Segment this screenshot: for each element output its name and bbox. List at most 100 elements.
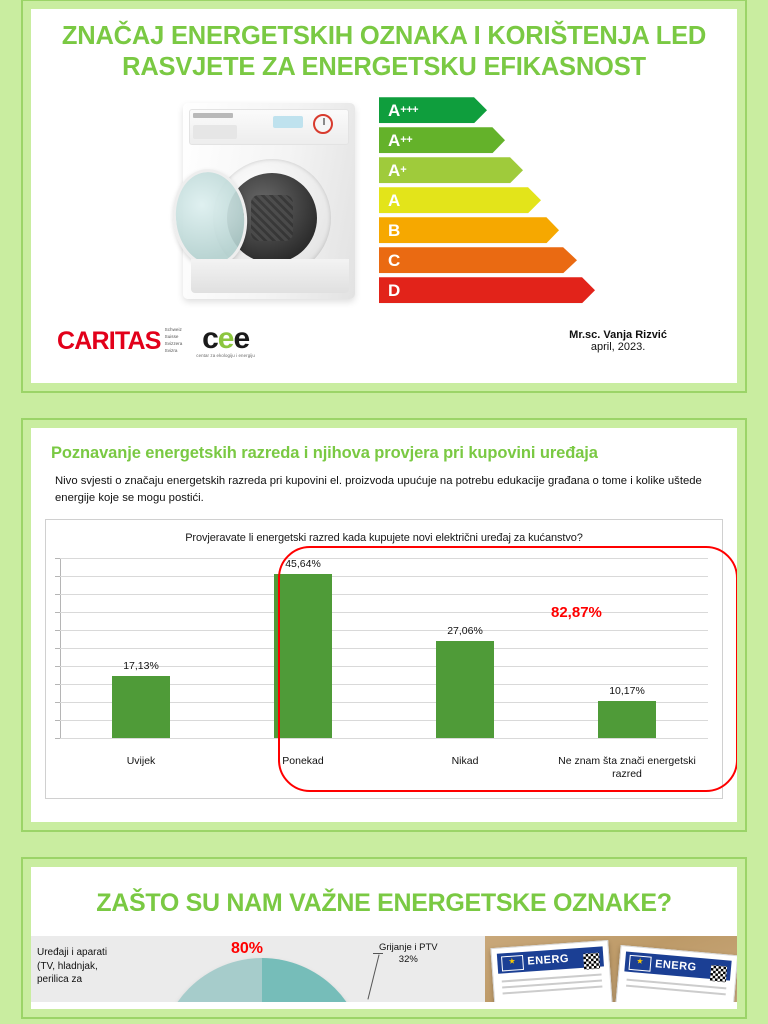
energy-class-arrow-d: D xyxy=(379,277,595,304)
cee-logo: cee centar za ekologiju i energiju xyxy=(196,321,255,358)
energy-class-arrow-a-plus: A + xyxy=(379,157,523,184)
slide-1-content: ZNAČAJ ENERGETSKIH OZNAKA I KORIŠTENJA L… xyxy=(31,9,737,383)
bar-uvijek xyxy=(112,676,170,738)
washing-machine-image xyxy=(161,91,373,313)
slide-3-title: ZAŠTO SU NAM VAŽNE ENERGETSKE OZNAKE? xyxy=(96,889,672,917)
washer-brand-mark xyxy=(193,113,233,119)
eu-flag-icon xyxy=(500,954,524,971)
x-label-ponekad: Ponekad xyxy=(282,754,324,767)
gridline xyxy=(60,575,708,577)
gridline xyxy=(60,647,708,649)
cee-letter-e2: e xyxy=(233,321,250,355)
pie-label-uredjaji: Uređaji i aparati (TV, hladnjak, perilic… xyxy=(37,946,107,987)
energy-label-chart: A +++ A ++ A + A B C xyxy=(379,91,607,307)
caritas-sub-line: Schweiz xyxy=(164,327,182,333)
author-block: Mr.sc. Vanja Rizvić april, 2023. xyxy=(569,329,713,353)
energ-header-bar: ENERG xyxy=(624,951,732,983)
slide-3: ZAŠTO SU NAM VAŽNE ENERGETSKE OZNAKE? 80… xyxy=(22,858,746,1018)
energy-class-letter: B xyxy=(388,220,401,240)
energy-class-letter: C xyxy=(388,250,401,270)
slide-2-paragraph: Nivo svjesti o značaju energetskih razre… xyxy=(55,475,702,504)
energy-labels-photo: ENERG ENERG xyxy=(485,936,737,1002)
slide-2-title: Poznavanje energetskih razreda i njihova… xyxy=(51,444,598,462)
energy-class-letter: A xyxy=(388,190,401,210)
gridline xyxy=(60,719,708,721)
caritas-logo-subtext: Schweiz Suisse Svizzera Svizra xyxy=(165,327,183,355)
caritas-sub-line: Svizra xyxy=(164,348,178,354)
y-tick xyxy=(55,593,60,595)
energy-class-arrow-a: A xyxy=(379,187,541,214)
energy-class-letter: A xyxy=(388,130,401,150)
cee-letter-c: c xyxy=(202,321,219,355)
gridline xyxy=(60,701,708,703)
y-tick xyxy=(55,683,60,685)
energy-class-letter: A xyxy=(388,100,401,120)
caritas-wordmark: CARITAS xyxy=(57,326,161,355)
y-tick xyxy=(55,701,60,703)
energy-class-arrow-a-plus-plus-plus: A +++ xyxy=(379,97,487,124)
y-tick xyxy=(55,611,60,613)
y-tick xyxy=(55,629,60,631)
gridline xyxy=(60,593,708,595)
cee-logo-subtext: centar za ekologiju i energiju xyxy=(196,352,255,358)
pie-label-line: perilica za xyxy=(37,974,83,985)
cee-wordmark: cee xyxy=(196,321,255,355)
pie-annotation-80: 80% xyxy=(231,940,264,957)
pie-leader-tick xyxy=(373,953,383,954)
energy-class-letter: D xyxy=(388,280,401,300)
energ-label-card-2: ENERG xyxy=(613,945,737,1002)
energ-wordmark: ENERG xyxy=(654,958,698,974)
cee-letter-e1: e xyxy=(217,321,235,355)
author-name: Mr.sc. Vanja Rizvić xyxy=(569,329,667,342)
washer-display xyxy=(273,116,303,129)
slide-1-title: ZNAČAJ ENERGETSKIH OZNAKA I KORIŠTENJA L… xyxy=(31,9,737,83)
energy-class-letter: A xyxy=(388,160,401,180)
x-label-nikad: Nikad xyxy=(451,754,479,767)
pie-chart: 80% Uređaji i aparati (TV, hladnjak, per… xyxy=(31,936,485,1002)
slide-1-figure-row: A +++ A ++ A + A B C xyxy=(31,91,737,313)
washer-detergent-drawer xyxy=(193,125,237,140)
bar-value-label: 17,13% xyxy=(123,660,159,673)
qr-code-icon xyxy=(583,952,601,970)
slide-2-content: Poznavanje energetskih razreda i njihova… xyxy=(31,428,737,822)
energ-label-card-1: ENERG xyxy=(490,939,614,1002)
bar-ne-znam xyxy=(598,701,656,738)
bar-item: 27,06% xyxy=(384,558,546,738)
y-tick xyxy=(55,737,60,739)
energ-card-lines xyxy=(501,973,603,999)
energy-class-arrow-b: B xyxy=(379,217,559,244)
x-label-ne-znam: Ne znam šta znači energetski razred xyxy=(558,754,696,781)
pie-label-value: 32% xyxy=(398,953,418,965)
slide-1-footer: CARITAS Schweiz Suisse Svizzera Svizra c… xyxy=(31,313,737,367)
x-label-uvijek: Uvijek xyxy=(126,754,156,767)
bar-value-label: 10,17% xyxy=(609,685,645,698)
washer-drum xyxy=(227,173,317,264)
energ-card-lines xyxy=(626,978,727,1000)
y-tick xyxy=(55,575,60,577)
gridline xyxy=(60,665,708,667)
pie-label-line: Uređaji i aparati xyxy=(37,947,108,958)
pie-label-line: Grijanje i PTV xyxy=(379,942,438,953)
highlight-percentage: 82,87% xyxy=(551,603,602,621)
bar-item: 45,64% xyxy=(222,558,384,738)
author-date: april, 2023. xyxy=(590,341,646,354)
washer-program-dial xyxy=(313,114,333,135)
bar-item: 10,17% xyxy=(546,558,708,738)
energy-class-arrow-c: C xyxy=(379,247,577,274)
bar-chart-plot-area: 17,13% 45,64% 27,06% 10,17% xyxy=(55,558,708,739)
bar-ponekad xyxy=(274,573,332,738)
gridline xyxy=(60,629,708,631)
y-tick xyxy=(55,557,60,559)
gridline xyxy=(60,683,708,685)
slide-2: Poznavanje energetskih razreda i njihova… xyxy=(22,419,746,831)
bar-value-label: 45,64% xyxy=(285,557,321,570)
bar-value-label: 27,06% xyxy=(447,624,483,637)
caritas-sub-line: Suisse xyxy=(164,334,179,340)
bar-nikad xyxy=(436,640,494,738)
pie-label-line: (TV, hladnjak, xyxy=(37,960,98,972)
washer-base xyxy=(191,259,349,294)
slide-1-title-line2: RASVJETE ZA ENERGETSKU EFIKASNOST xyxy=(122,53,646,82)
gridline-baseline xyxy=(60,737,708,739)
qr-code-icon xyxy=(709,964,728,983)
pie-leader-line xyxy=(367,954,380,1000)
